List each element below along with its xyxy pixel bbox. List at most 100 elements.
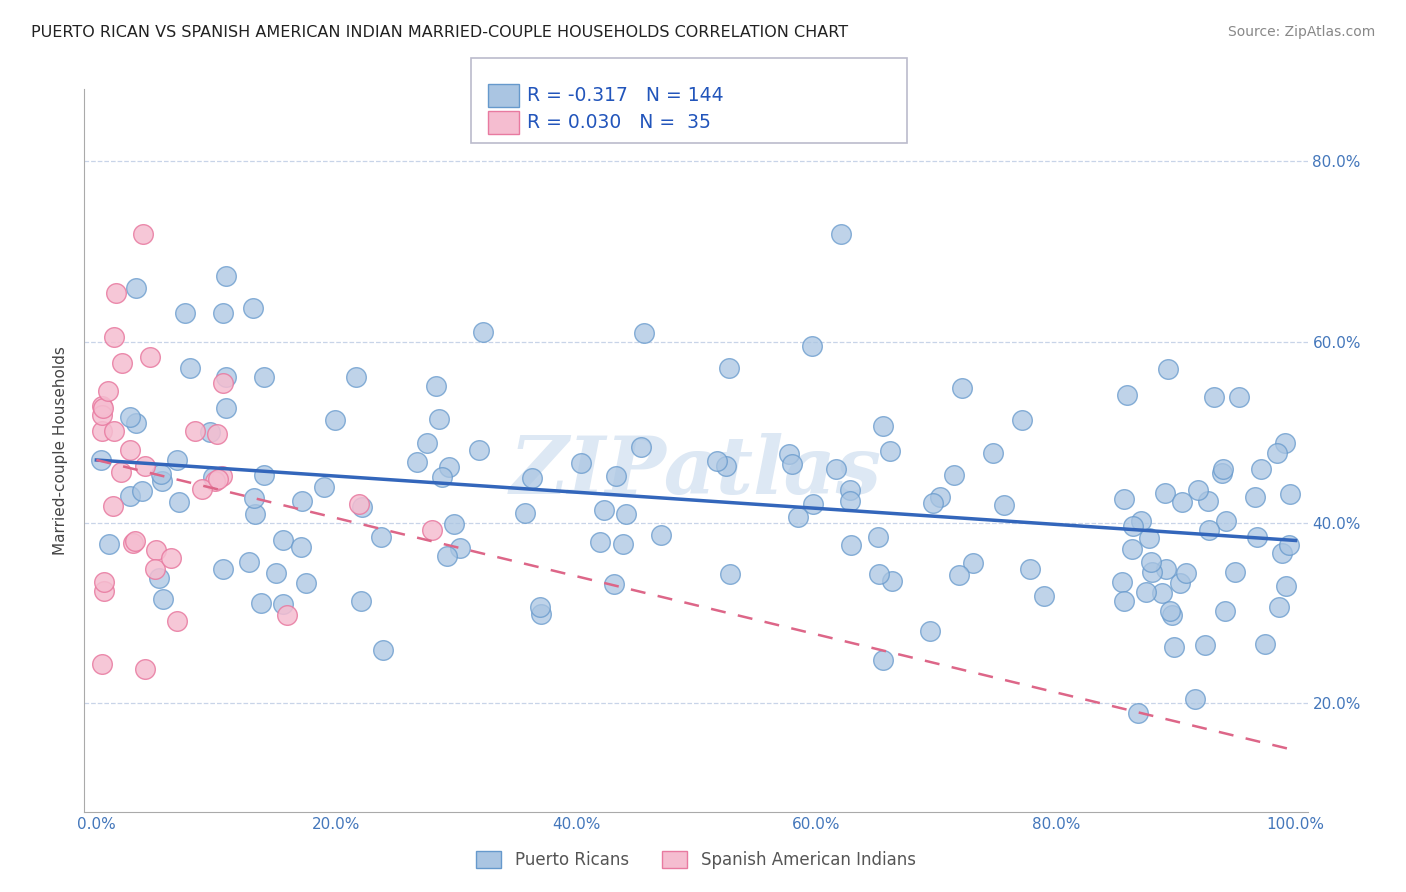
Point: [1140, 565, 1163, 579]
Point: [921, 496, 943, 510]
Point: [801, 339, 824, 353]
Point: [276, 607, 298, 622]
Point: [150, 474, 173, 488]
Point: [139, 351, 162, 365]
Point: [1111, 575, 1133, 590]
Text: ZIPatlas: ZIPatlas: [510, 434, 882, 511]
Point: [830, 227, 852, 241]
Point: [204, 474, 226, 488]
Point: [868, 567, 890, 582]
Point: [1265, 446, 1288, 460]
Point: [1254, 637, 1277, 651]
Point: [1270, 546, 1292, 560]
Point: [714, 458, 737, 473]
Point: [253, 370, 276, 384]
Point: [214, 268, 236, 283]
Point: [449, 541, 471, 555]
Point: [1174, 566, 1197, 581]
Point: [432, 469, 454, 483]
Point: [253, 468, 276, 483]
Point: [273, 533, 295, 547]
Point: [650, 528, 672, 542]
Point: [1212, 462, 1234, 476]
Point: [214, 401, 236, 416]
Point: [943, 468, 966, 483]
Point: [801, 497, 824, 511]
Y-axis label: Married-couple Households: Married-couple Households: [53, 346, 69, 555]
Point: [143, 562, 166, 576]
Point: [630, 440, 652, 454]
Point: [323, 413, 346, 427]
Point: [352, 500, 374, 514]
Point: [212, 306, 235, 320]
Point: [166, 614, 188, 628]
Point: [1202, 390, 1225, 404]
Point: [1126, 706, 1149, 721]
Point: [212, 376, 235, 390]
Point: [1170, 495, 1192, 509]
Point: [530, 607, 553, 622]
Point: [91, 399, 114, 413]
Point: [132, 227, 155, 241]
Point: [347, 497, 370, 511]
Point: [243, 491, 266, 506]
Point: [1250, 462, 1272, 476]
Point: [872, 653, 894, 667]
Point: [1116, 388, 1139, 402]
Point: [879, 444, 901, 458]
Point: [880, 574, 903, 588]
Point: [1246, 530, 1268, 544]
Point: [1129, 514, 1152, 528]
Point: [406, 455, 429, 469]
Point: [173, 306, 195, 320]
Point: [125, 281, 148, 295]
Point: [96, 384, 118, 399]
Point: [1160, 604, 1182, 618]
Point: [1157, 362, 1180, 376]
Point: [148, 571, 170, 585]
Point: [242, 301, 264, 316]
Point: [416, 436, 439, 450]
Point: [238, 556, 260, 570]
Point: [1244, 490, 1267, 504]
Point: [948, 567, 970, 582]
Point: [1032, 589, 1054, 603]
Point: [93, 401, 115, 416]
Point: [1279, 487, 1302, 501]
Point: [249, 596, 271, 610]
Point: [1121, 542, 1143, 557]
Point: [616, 508, 638, 522]
Point: [124, 534, 146, 549]
Point: [1227, 391, 1250, 405]
Point: [839, 538, 862, 552]
Point: [605, 469, 627, 483]
Point: [1275, 579, 1298, 593]
Point: [529, 600, 551, 615]
Point: [145, 543, 167, 558]
Point: [1197, 494, 1219, 508]
Point: [1213, 604, 1236, 618]
Point: [118, 409, 141, 424]
Point: [1223, 566, 1246, 580]
Point: [443, 516, 465, 531]
Point: [167, 494, 190, 508]
Point: [205, 427, 228, 442]
Text: R = -0.317   N = 144: R = -0.317 N = 144: [527, 86, 724, 105]
Point: [981, 446, 1004, 460]
Point: [290, 494, 312, 508]
Point: [592, 502, 614, 516]
Point: [1278, 538, 1301, 552]
Point: [179, 360, 201, 375]
Point: [1211, 467, 1233, 481]
Point: [207, 472, 229, 486]
Point: [215, 370, 238, 384]
Point: [929, 490, 952, 504]
Point: [93, 574, 115, 589]
Point: [1168, 576, 1191, 591]
Point: [472, 325, 495, 339]
Point: [717, 361, 740, 376]
Point: [104, 286, 127, 301]
Point: [427, 412, 450, 426]
Point: [1184, 691, 1206, 706]
Point: [91, 657, 114, 672]
